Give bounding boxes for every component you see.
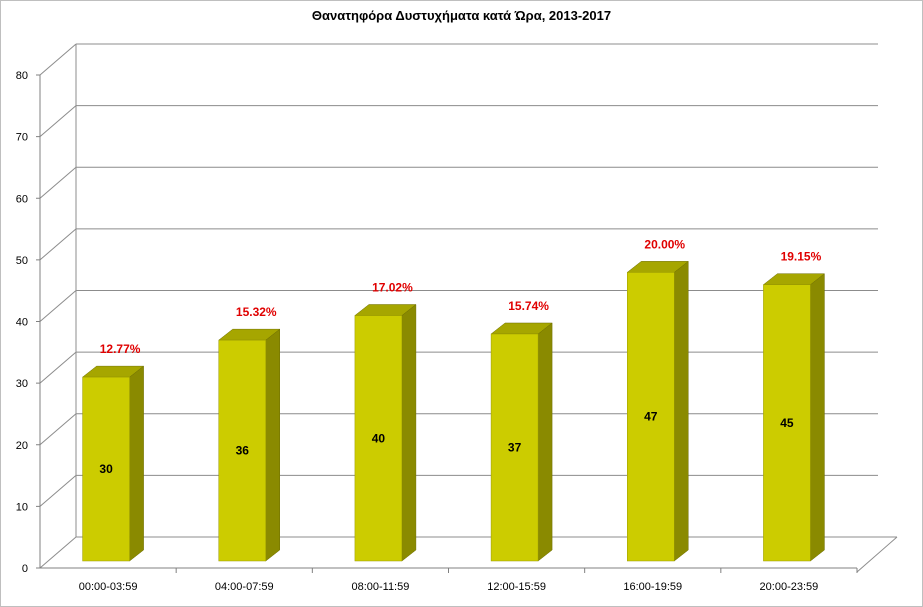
bar-value-label: 37 bbox=[508, 440, 522, 454]
bar-side-face bbox=[265, 328, 280, 562]
y-tick-label: 70 bbox=[16, 132, 28, 144]
y-tick-label: 80 bbox=[16, 70, 28, 82]
bar-percent-label: 15.74% bbox=[508, 299, 549, 313]
bar-percent-label: 15.32% bbox=[236, 305, 277, 319]
floor-right-edge bbox=[856, 536, 898, 573]
gridline-diagonal bbox=[39, 166, 77, 199]
bar-value-label: 45 bbox=[780, 416, 794, 430]
y-tick-label: 60 bbox=[16, 193, 28, 205]
bar-side-face bbox=[537, 322, 553, 562]
bar-side-face bbox=[129, 365, 144, 562]
bar-percent-label: 20.00% bbox=[644, 237, 685, 251]
y-tick-label: 0 bbox=[22, 563, 28, 575]
x-tick-label: 00:00-03:59 bbox=[79, 581, 138, 593]
bar-side-face bbox=[674, 260, 689, 562]
gridline-diagonal bbox=[39, 228, 77, 261]
x-tick-label: 04:00-07:59 bbox=[215, 581, 274, 593]
gridline-diagonal bbox=[39, 413, 77, 446]
bar bbox=[218, 339, 266, 562]
bar-side-face bbox=[401, 303, 417, 562]
gridline-diagonal bbox=[39, 105, 77, 138]
floor-left-edge bbox=[39, 536, 77, 569]
gridline-diagonal bbox=[39, 43, 77, 76]
bar-value-label: 30 bbox=[99, 462, 113, 476]
bar bbox=[490, 333, 539, 562]
x-tick-label: 12:00-15:59 bbox=[487, 581, 546, 593]
y-tick-label: 50 bbox=[16, 255, 28, 267]
bar bbox=[763, 284, 811, 562]
gridline-diagonal bbox=[39, 474, 77, 507]
y-tick-label: 40 bbox=[16, 317, 28, 329]
bar bbox=[82, 376, 130, 562]
gridline-diagonal bbox=[39, 290, 77, 322]
y-tick-label: 30 bbox=[16, 378, 28, 390]
bar-percent-label: 17.02% bbox=[372, 281, 413, 295]
y-tick-label: 20 bbox=[16, 440, 28, 452]
bar-side-face bbox=[810, 273, 825, 562]
bar bbox=[627, 272, 675, 562]
bar-percent-label: 19.15% bbox=[781, 250, 822, 264]
chart-title: Θανατηφόρα Δυστυχήματα κατά Ώρα, 2013-20… bbox=[311, 8, 612, 23]
x-tick-label: 16:00-19:59 bbox=[623, 581, 682, 593]
bar-value-label: 47 bbox=[644, 410, 658, 424]
x-tick-label: 20:00-23:59 bbox=[760, 581, 819, 593]
bar-value-label: 36 bbox=[236, 444, 250, 458]
gridline-diagonal bbox=[39, 351, 77, 384]
x-tick-label: 08:00-11:59 bbox=[351, 581, 409, 593]
bar bbox=[354, 315, 403, 562]
bar-percent-label: 12.77% bbox=[100, 342, 141, 356]
y-tick-label: 10 bbox=[16, 501, 28, 513]
bar-value-label: 40 bbox=[372, 431, 386, 445]
